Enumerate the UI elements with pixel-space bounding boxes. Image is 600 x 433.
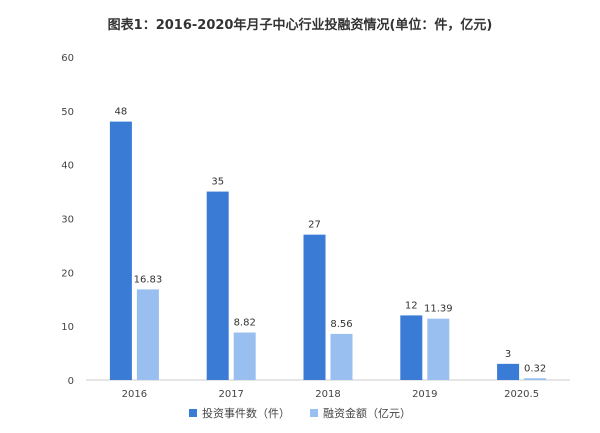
x-tick-label: 2018 [315, 389, 340, 400]
bar-amount [524, 378, 547, 380]
data-label-amount: 11.39 [424, 304, 453, 315]
legend: 投资事件数（件） 融资金额（亿元） [0, 405, 600, 421]
y-tick-label: 60 [61, 53, 74, 64]
bar-events [206, 191, 229, 380]
y-tick-label: 40 [61, 161, 74, 172]
bar-amount [427, 318, 450, 380]
bar-amount [330, 333, 353, 380]
data-label-events: 27 [308, 220, 321, 231]
data-label-amount: 0.32 [524, 363, 546, 374]
y-tick-label: 0 [68, 376, 74, 387]
bar-events [109, 121, 132, 380]
data-label-amount: 8.56 [330, 319, 352, 330]
x-tick-label: 2016 [122, 389, 147, 400]
bar-events [303, 234, 326, 380]
data-label-amount: 8.82 [234, 318, 256, 329]
y-tick-label: 50 [61, 107, 74, 118]
data-label-events: 12 [405, 300, 418, 311]
x-tick-label: 2020.5 [504, 389, 539, 400]
chart-title: 图表1：2016-2020年月子中心行业投融资情况(单位：件，亿元) [107, 18, 493, 33]
legend-item-amount: 融资金额（亿元） [310, 405, 411, 421]
data-label-events: 48 [115, 107, 128, 118]
data-label-events: 35 [211, 177, 224, 188]
x-axis-labels: 2016 2017 2018 2019 2020.5 [122, 389, 539, 400]
data-label-amount: 16.83 [134, 274, 163, 285]
legend-swatch-events [189, 409, 197, 417]
bar-amount [233, 332, 256, 380]
bar-amount [136, 289, 159, 380]
bar-series: 48 16.83 35 8.82 27 8.56 12 11.39 3 0.32 [109, 107, 547, 380]
data-label-events: 3 [505, 349, 511, 360]
x-tick-label: 2017 [218, 389, 243, 400]
legend-swatch-amount [310, 409, 318, 417]
legend-item-events: 投资事件数（件） [189, 405, 290, 421]
y-tick-label: 10 [61, 322, 74, 333]
y-axis-ticks: 0 10 20 30 40 50 60 [61, 53, 74, 387]
bar-events [497, 363, 520, 380]
bar-events [400, 315, 423, 380]
legend-label-amount: 融资金额（亿元） [323, 407, 411, 420]
y-tick-label: 30 [61, 215, 74, 226]
legend-label-events: 投资事件数（件） [202, 407, 290, 420]
x-tick-label: 2019 [412, 389, 437, 400]
y-tick-label: 20 [61, 268, 74, 279]
